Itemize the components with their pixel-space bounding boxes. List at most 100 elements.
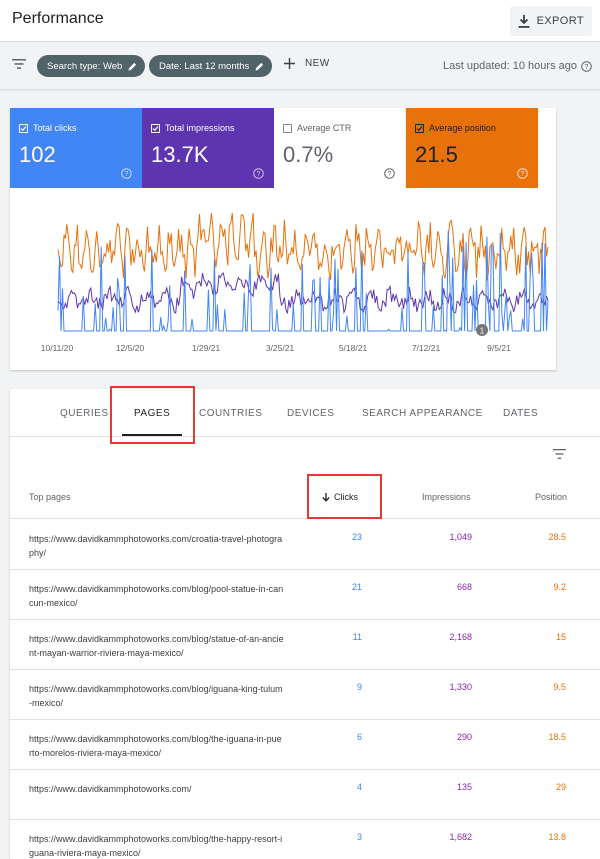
date-chip[interactable]: Date: Last 12 months — [149, 55, 273, 77]
x-tick-label: 1/29/21 — [192, 343, 221, 353]
clicks-cell: 23 — [351, 532, 362, 542]
performance-line-chart[interactable]: 1 10/11/20 12/5/20 1/29/21 3/25/21 5/18/21 7/… — [10, 188, 556, 370]
impressions-cell: 135 — [456, 782, 472, 792]
checkbox-checked-icon[interactable] — [151, 123, 160, 133]
impressions-cell: 1,330 — [449, 682, 472, 692]
metric-label: Average position — [429, 123, 496, 133]
edit-icon — [255, 62, 264, 70]
impressions-cell: 668 — [456, 582, 472, 592]
help-icon[interactable]: ? — [253, 168, 264, 179]
clicks-cell: 11 — [352, 632, 362, 642]
new-filter-button[interactable]: NEW — [284, 58, 330, 69]
chart-series-average-position — [57, 212, 549, 281]
clicks-cell: 6 — [356, 732, 362, 742]
clicks-cell: 3 — [356, 832, 362, 842]
last-updated-text: Last updated: 10 hours ago — [443, 60, 577, 72]
position-cell: 18.5 — [548, 732, 566, 742]
dimension-tabs: QUERIES PAGES COUNTRIES DEVICES SEARCH A… — [10, 389, 600, 437]
metric-total-impressions[interactable]: Total impressions 13.7K ? — [142, 108, 274, 188]
page-url-cell[interactable]: https://www.davidkammphotoworks.com/blog… — [29, 834, 283, 858]
column-header-impressions[interactable]: Impressions — [422, 492, 471, 502]
metric-label: Average CTR — [297, 123, 352, 133]
table-header: Top pages Clicks Impressions Position — [10, 470, 600, 519]
chart-x-axis: 10/11/20 12/5/20 1/29/21 3/25/21 5/18/21 7/12… — [41, 343, 511, 353]
help-icon[interactable]: ? — [581, 60, 592, 72]
download-icon — [518, 14, 530, 28]
metric-label: Total impressions — [165, 123, 235, 133]
table-row[interactable]: https://www.davidkammphotoworks.com/ 4 1… — [10, 770, 600, 820]
page-title: Performance — [12, 10, 104, 27]
metric-average-position[interactable]: Average position 21.5 ? — [406, 108, 538, 188]
annotation-label: 1 — [480, 327, 485, 336]
export-label: EXPORT — [536, 15, 584, 27]
table-row[interactable]: https://www.davidkammphotoworks.com/blog… — [10, 570, 600, 620]
impressions-cell: 290 — [456, 732, 472, 742]
search-type-chip[interactable]: Search type: Web — [37, 55, 146, 77]
table-row[interactable]: https://www.davidkammphotoworks.com/blog… — [10, 720, 600, 770]
metric-label-row: Total impressions — [151, 123, 235, 133]
page-url-cell[interactable]: https://www.davidkammphotoworks.com/ — [29, 784, 192, 794]
new-label: NEW — [305, 58, 330, 69]
help-icon[interactable]: ? — [517, 168, 528, 179]
tab-dates[interactable]: DATES — [503, 408, 539, 419]
tab-countries[interactable]: COUNTRIES — [199, 408, 263, 419]
page-url-cell[interactable]: https://www.davidkammphotoworks.com/blog… — [29, 684, 283, 708]
chart-annotation-marker[interactable]: 1 — [476, 324, 488, 336]
tab-devices[interactable]: DEVICES — [287, 408, 335, 419]
table-row[interactable]: https://www.davidkammphotoworks.com/blog… — [10, 620, 600, 670]
x-tick-label: 3/25/21 — [266, 343, 295, 353]
x-tick-label: 5/18/21 — [339, 343, 368, 353]
checkbox-unchecked-icon[interactable] — [283, 123, 292, 133]
help-icon[interactable]: ? — [384, 168, 395, 179]
checkbox-checked-icon[interactable] — [19, 123, 28, 133]
performance-chart-card: Total clicks 102 ? Total impressions 13.… — [10, 108, 556, 370]
highlight-box-pages-tab — [110, 386, 195, 444]
tab-queries[interactable]: QUERIES — [60, 408, 109, 419]
plus-icon — [284, 58, 295, 69]
metric-label-row: Total clicks — [19, 123, 77, 133]
x-tick-label: 12/5/20 — [116, 343, 145, 353]
metric-value: 13.7K — [151, 142, 209, 167]
column-header-clicks[interactable]: Clicks — [322, 492, 358, 502]
table-row[interactable]: https://www.davidkammphotoworks.com/croa… — [10, 520, 600, 570]
checkbox-checked-icon[interactable] — [415, 123, 424, 133]
edit-icon — [128, 62, 137, 70]
position-cell: 9.2 — [553, 582, 566, 592]
arrow-down-icon — [322, 492, 330, 502]
tab-pages[interactable]: PAGES — [134, 408, 171, 419]
metric-label-row: Average CTR — [283, 123, 351, 133]
column-header-position[interactable]: Position — [535, 492, 568, 502]
table-row[interactable]: https://www.davidkammphotoworks.com/blog… — [10, 670, 600, 720]
filter-bar: Search type: Web Date: Last 12 months NE… — [0, 43, 600, 89]
position-cell: 28.5 — [548, 532, 566, 542]
page-url-cell[interactable]: https://www.davidkammphotoworks.com/croa… — [29, 534, 283, 558]
page-url-cell[interactable]: https://www.davidkammphotoworks.com/blog… — [29, 634, 284, 658]
table-row[interactable]: https://www.davidkammphotoworks.com/blog… — [10, 820, 600, 859]
export-button[interactable]: EXPORT — [509, 6, 592, 36]
column-header-top-pages[interactable]: Top pages — [29, 492, 71, 502]
tab-search-appearance[interactable]: SEARCH APPEARANCE — [362, 408, 483, 419]
clicks-cell: 21 — [351, 582, 362, 592]
page-url-cell[interactable]: https://www.davidkammphotoworks.com/blog… — [29, 734, 282, 758]
highlight-box-clicks-column — [307, 474, 382, 519]
help-icon[interactable]: ? — [121, 168, 132, 179]
metric-average-ctr[interactable]: Average CTR 0.7% ? — [274, 108, 406, 188]
filter-icon[interactable] — [12, 59, 26, 69]
last-updated: Last updated: 10 hours ago ? — [443, 60, 592, 72]
table-filter-icon[interactable] — [553, 449, 566, 459]
metric-value: 102 — [19, 142, 56, 167]
top-bar: Performance EXPORT — [0, 0, 600, 42]
active-tab-indicator — [122, 434, 182, 436]
metric-value: 21.5 — [415, 142, 458, 167]
svg-text:?: ? — [585, 64, 589, 71]
impressions-cell: 1,049 — [449, 532, 472, 542]
page-url-cell[interactable]: https://www.davidkammphotoworks.com/blog… — [29, 584, 284, 608]
metric-total-clicks[interactable]: Total clicks 102 ? — [10, 108, 142, 188]
x-tick-label: 9/5/21 — [487, 343, 511, 353]
impressions-cell: 1,682 — [449, 832, 472, 842]
chip-label: Date: Last 12 months — [159, 60, 250, 72]
metric-label: Total clicks — [33, 123, 77, 133]
clicks-cell: 9 — [356, 682, 362, 692]
x-tick-label: 7/12/21 — [412, 343, 441, 353]
svg-text:?: ? — [125, 171, 129, 178]
